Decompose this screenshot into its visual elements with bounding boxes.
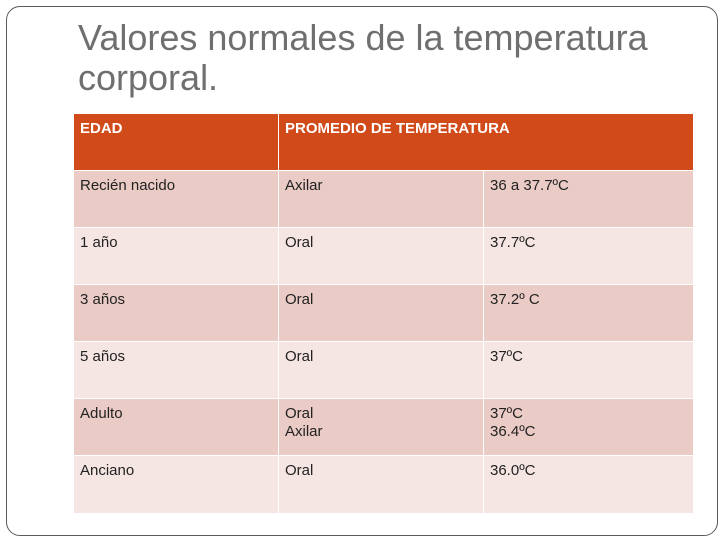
title-line-2: corporal. [78,57,219,98]
cell-via: Oral [278,341,484,399]
cell-temp: 37ºC 36.4ºC [482,398,695,456]
cell-edad: 1 año [73,227,279,285]
cell-edad: Recién nacido [73,170,279,228]
cell-via: Oral [278,227,484,285]
slide-title: Valores normales de la temperatura corpo… [78,18,698,98]
table-row: Adulto Oral Axilar 37ºC 36.4ºC [73,398,695,456]
cell-temp: 37.7ºC [482,227,695,285]
cell-edad: Adulto [73,398,279,456]
cell-via: Oral [278,284,484,342]
slide-frame [6,6,718,536]
cell-edad: Anciano [73,455,279,514]
cell-edad: 5 años [73,341,279,399]
header-promedio: PROMEDIO DE TEMPERATURA [277,113,695,171]
table-row: Recién nacido Axilar 36 a 37.7ºC [73,170,695,228]
cell-temp: 36.0ºC [482,455,695,514]
cell-via: Oral Axilar [278,398,484,456]
cell-temp: 36 a 37.7ºC [482,170,695,228]
cell-temp: 37ºC [482,341,695,399]
table-row: 5 años Oral 37ºC [73,341,695,399]
table-row: 1 año Oral 37.7ºC [73,227,695,285]
header-edad: EDAD [73,113,279,171]
cell-via: Oral [278,455,484,514]
cell-temp: 37.2º C [482,284,695,342]
table-header-row: EDAD PROMEDIO DE TEMPERATURA [73,113,695,171]
table-row: 3 años Oral 37.2º C [73,284,695,342]
table-row: Anciano Oral 36.0ºC [73,455,695,514]
cell-via: Axilar [278,170,484,228]
temperature-table: EDAD PROMEDIO DE TEMPERATURA Recién naci… [73,113,695,514]
title-line-1: Valores normales de la temperatura [78,17,648,58]
cell-edad: 3 años [73,284,279,342]
